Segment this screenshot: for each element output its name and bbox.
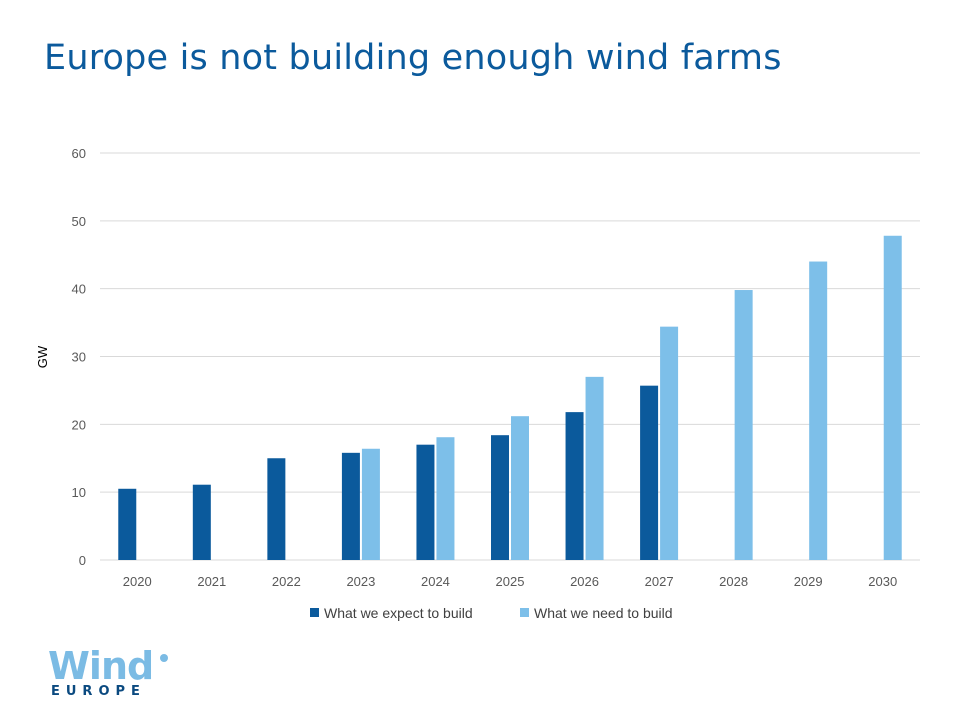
bar-needed-2029 — [809, 261, 828, 560]
logo-sub: EUROPE — [51, 684, 146, 699]
x-tick-label: 2025 — [496, 574, 525, 589]
y-tick-label: 20 — [72, 417, 86, 432]
x-tick-label: 2022 — [272, 574, 301, 589]
logo-dot — [160, 654, 168, 662]
x-tick-label: 2029 — [794, 574, 823, 589]
bar-needed-2026 — [585, 376, 604, 560]
x-tick-label: 2020 — [123, 574, 152, 589]
bar-expected-2026 — [565, 412, 584, 560]
bar-needed-2024 — [436, 437, 455, 560]
legend-swatch — [310, 608, 319, 617]
bar-expected-2020 — [118, 488, 137, 560]
y-tick-label: 40 — [72, 282, 86, 297]
y-axis-label: GW — [35, 345, 50, 368]
y-tick-label: 10 — [72, 485, 86, 500]
bar-expected-2025 — [491, 435, 509, 560]
bar-needed-2028 — [734, 290, 753, 560]
bar-expected-2023 — [341, 452, 360, 560]
x-tick-label: 2028 — [719, 574, 748, 589]
legend-label: What we expect to build — [324, 605, 473, 621]
y-tick-label: 60 — [72, 146, 86, 161]
x-tick-label: 2023 — [346, 574, 375, 589]
x-tick-label: 2021 — [197, 574, 226, 589]
x-tick-label: 2027 — [645, 574, 674, 589]
x-tick-label: 2024 — [421, 574, 450, 589]
bar-needed-2027 — [660, 326, 679, 560]
y-tick-label: 50 — [72, 214, 86, 229]
y-tick-label: 0 — [79, 553, 86, 568]
bar-needed-2023 — [361, 448, 380, 560]
windeurope-logo: Wind EUROPE — [48, 644, 178, 699]
legend-label: What we need to build — [534, 605, 673, 621]
bar-needed-2025 — [511, 416, 529, 560]
bar-needed-2030 — [883, 235, 902, 561]
slide-title: Europe is not building enough wind farms — [44, 38, 782, 78]
bar-expected-2021 — [192, 484, 211, 560]
bar-expected-2022 — [267, 458, 286, 560]
bar-expected-2024 — [416, 444, 435, 560]
y-tick-label: 30 — [72, 350, 86, 365]
x-tick-label: 2026 — [570, 574, 599, 589]
legend-swatch — [520, 608, 529, 617]
bar-expected-2027 — [640, 385, 659, 560]
x-tick-label: 2030 — [868, 574, 897, 589]
logo-word: Wind — [48, 644, 154, 688]
